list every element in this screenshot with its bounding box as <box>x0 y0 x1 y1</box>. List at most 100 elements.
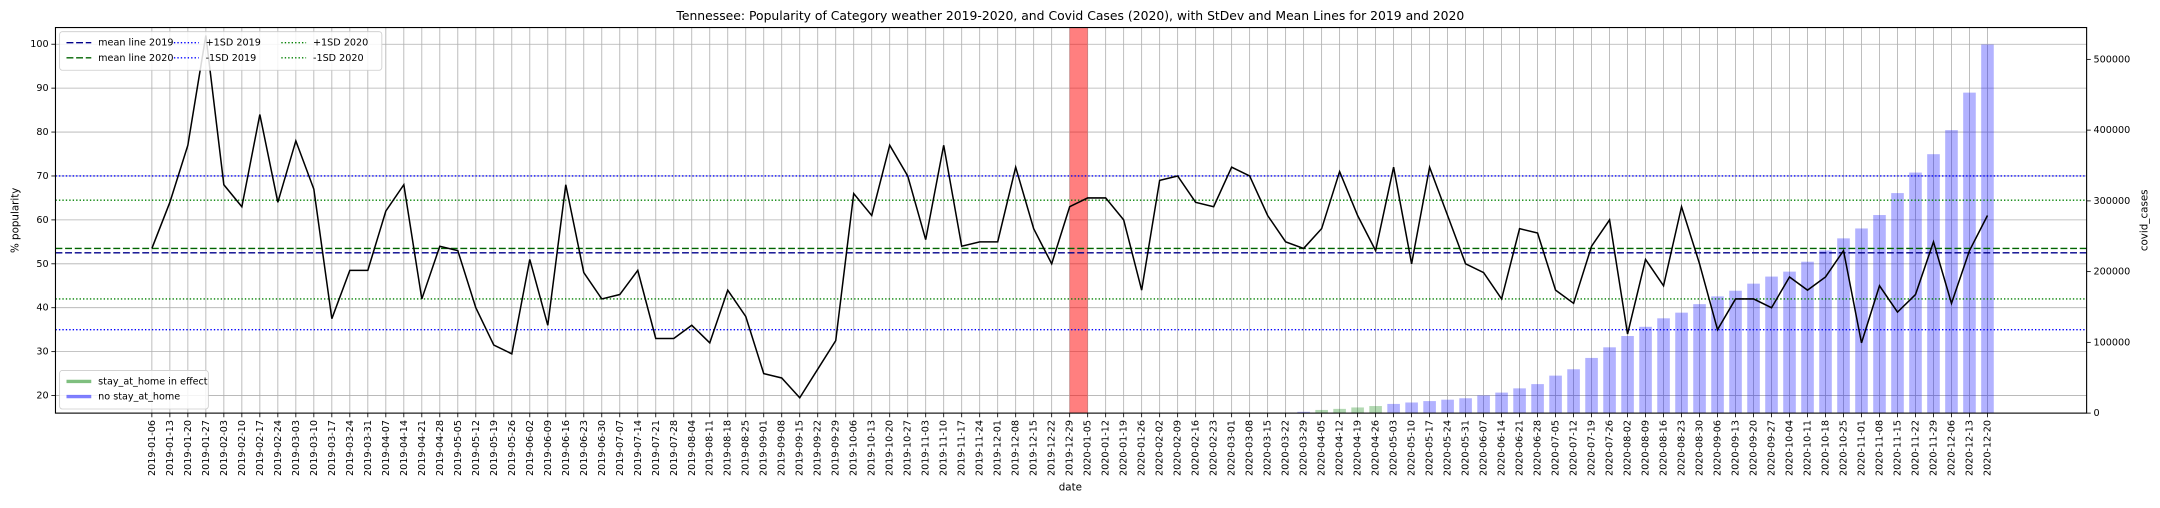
x-tick-label: 2020-08-30 <box>1695 420 1706 476</box>
x-tick-label: 2020-02-02 <box>1155 420 1166 476</box>
x-tick-label: 2019-06-09 <box>543 420 554 476</box>
x-tick-label: 2020-02-09 <box>1173 420 1184 476</box>
y-tick-label: 70 <box>36 171 48 182</box>
x-tick-label: 2019-11-03 <box>921 420 932 476</box>
x-tick-label: 2019-10-13 <box>867 420 878 476</box>
x-tick-label: 2020-09-20 <box>1749 420 1760 476</box>
x-tick-label: 2019-12-22 <box>1047 420 1058 476</box>
y-tick-label: 100 <box>30 39 48 50</box>
x-tick-label: 2020-08-23 <box>1677 420 1688 476</box>
x-tick-label: 2019-07-21 <box>651 420 662 476</box>
x-tick-label: 2020-02-23 <box>1209 420 1220 476</box>
bar <box>1405 402 1418 414</box>
legend-label: +1SD 2019 <box>206 38 261 49</box>
x-tick-label: 2020-04-12 <box>1335 420 1346 476</box>
bar <box>1333 408 1346 414</box>
bar <box>1675 312 1688 414</box>
bar <box>1315 409 1328 414</box>
x-tick-label: 2019-06-30 <box>597 420 608 476</box>
y-tick-label: 90 <box>36 83 48 94</box>
x-tick-label: 2020-08-09 <box>1641 420 1652 476</box>
y-tick-label: 20 <box>36 391 48 402</box>
x-tick-label: 2019-07-07 <box>615 420 626 476</box>
legend-label: -1SD 2019 <box>206 53 257 64</box>
x-tick-label: 2019-07-28 <box>669 420 680 476</box>
x-tick-label: 2020-01-19 <box>1119 420 1130 476</box>
x-tick-label: 2019-08-18 <box>723 420 734 476</box>
x-tick-label: 2019-03-10 <box>309 420 320 476</box>
bar <box>1765 276 1778 414</box>
bar <box>1513 388 1526 414</box>
x-tick-label: 2020-03-15 <box>1263 420 1274 476</box>
bar <box>1603 347 1616 414</box>
bar <box>1549 375 1562 414</box>
bar <box>1369 406 1382 414</box>
y-tick-label: 80 <box>36 127 48 138</box>
plot-frame <box>54 26 2088 414</box>
x-tick-label: 2019-09-29 <box>831 420 842 476</box>
x-tick-label: 2020-03-22 <box>1281 420 1292 476</box>
x-tick-label: 2020-07-19 <box>1587 420 1598 476</box>
x-tick-label: 2020-09-27 <box>1767 420 1778 476</box>
bar <box>1783 271 1796 414</box>
x-tick-label: 2019-02-03 <box>219 420 230 476</box>
x-tick-label: 2019-03-31 <box>363 420 374 476</box>
x-tick-label: 2020-04-19 <box>1353 420 1364 476</box>
x-tick-label: 2020-03-01 <box>1227 420 1238 476</box>
bar <box>1891 193 1904 414</box>
bar <box>1837 238 1850 414</box>
bar <box>1567 369 1580 414</box>
y-tick-label: 40 <box>36 303 48 314</box>
x-tick-label: 2020-12-13 <box>1964 420 1975 476</box>
x-tick-label: 2020-08-02 <box>1623 420 1634 476</box>
x-tick-label: 2019-04-21 <box>417 420 428 476</box>
x-tick-label: 2019-06-23 <box>579 420 590 476</box>
x-tick-label: 2020-05-24 <box>1443 420 1454 476</box>
x-tick-label: 2019-06-02 <box>525 420 536 476</box>
y2-tick-label: 300000 <box>2094 196 2131 207</box>
x-tick-label: 2019-06-16 <box>561 420 572 476</box>
x-tick-label: 2020-11-01 <box>1857 420 1868 476</box>
y-tick-label: 50 <box>36 259 48 270</box>
x-tick-label: 2020-04-05 <box>1317 420 1328 476</box>
x-tick-label: 2020-06-07 <box>1479 420 1490 476</box>
x-tick-label: 2019-02-10 <box>237 420 248 476</box>
legend-box <box>59 31 383 71</box>
x-tick-label: 2019-09-15 <box>795 420 806 476</box>
x-tick-label: 2019-10-27 <box>903 420 914 476</box>
x-tick-label: 2019-05-05 <box>453 420 464 476</box>
x-tick-label: 2019-11-24 <box>975 420 986 476</box>
x-tick-label: 2020-01-26 <box>1137 420 1148 476</box>
x-tick-label: 2019-05-19 <box>489 420 500 476</box>
x-tick-label: 2020-10-04 <box>1785 420 1796 476</box>
legend-label: no stay_at_home <box>98 392 180 403</box>
bar <box>1819 250 1832 414</box>
bar <box>1945 130 1958 414</box>
x-tick-label: 2020-08-16 <box>1659 420 1670 476</box>
x-tick-label: 2019-02-24 <box>273 420 284 476</box>
x-tick-label: 2019-07-14 <box>633 420 644 476</box>
line <box>151 35 1989 399</box>
bar <box>1495 392 1508 414</box>
x-tick-label: 2019-03-03 <box>291 420 302 476</box>
chart-title: Tennessee: Popularity of Category weathe… <box>675 8 1464 23</box>
x-tick-label: 2019-11-10 <box>939 420 950 476</box>
x-tick-label: 2019-05-12 <box>471 420 482 476</box>
y2-tick-label: 100000 <box>2094 337 2131 348</box>
x-tick-label: 2019-04-28 <box>435 420 446 476</box>
x-tick-label: 2020-05-17 <box>1425 420 1436 476</box>
x-tick-label: 2019-01-20 <box>183 420 194 476</box>
y-axis-label: % popularity <box>10 188 22 253</box>
x-tick-label: 2019-02-17 <box>255 420 266 476</box>
bar <box>1621 336 1634 414</box>
x-tick-label: 2019-11-17 <box>957 420 968 476</box>
x-tick-label: 2019-12-29 <box>1065 420 1076 476</box>
bar <box>1459 398 1472 414</box>
x-tick-label: 2020-02-16 <box>1191 420 1202 476</box>
x-tick-label: 2020-11-29 <box>1928 420 1939 476</box>
x-tick-label: 2020-01-05 <box>1083 420 1094 476</box>
x-tick-label: 2019-08-11 <box>705 420 716 476</box>
x-tick-label: 2019-05-26 <box>507 420 518 476</box>
x-tick-label: 2020-09-06 <box>1713 420 1724 476</box>
